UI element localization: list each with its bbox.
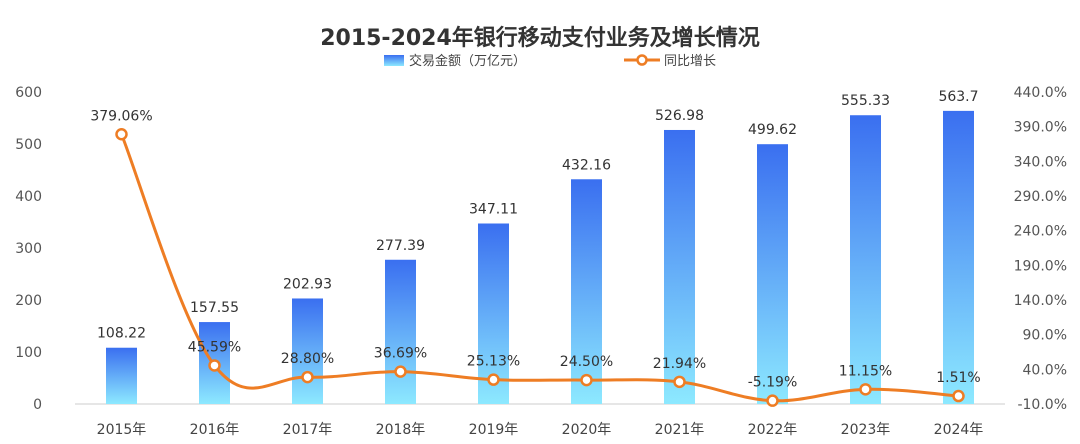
line-value-label: 1.51%: [936, 370, 980, 386]
y-right-tick-label: 140.0%: [1014, 293, 1067, 309]
bar: [664, 129, 695, 404]
legend-bar-label: 交易金额（万亿元）: [409, 53, 526, 69]
bar-series: [106, 110, 974, 405]
bar: [106, 347, 137, 404]
y-axis-right: -10.0% 40.0% 90.0% 140.0% 190.0% 240.0% 290.0%…: [1014, 85, 1067, 413]
x-tick-label: 2020年: [562, 422, 612, 438]
chart-title: 2015-2024年银行移动支付业务及增长情况: [320, 25, 760, 51]
line-point: [952, 389, 965, 403]
line-point: [394, 365, 407, 378]
bar-value-label: 432.16: [562, 157, 611, 173]
line-data-labels: 379.06% 45.59% 28.80% 36.69% 25.13% 24.50% 21.…: [90, 108, 980, 390]
y-right-tick-label: 340.0%: [1014, 154, 1067, 170]
line-point: [859, 383, 872, 396]
legend: 交易金额（万亿元） 同比增长: [384, 53, 716, 69]
bar-value-label: 108.22: [97, 326, 146, 342]
bar: [292, 298, 323, 404]
bar: [757, 144, 788, 404]
y-left-tick-label: 200: [15, 293, 42, 309]
growth-line: [120, 133, 959, 403]
line-value-label: 36.69%: [374, 346, 427, 362]
bar-value-label: 499.62: [748, 122, 797, 138]
bar-value-label: 526.98: [655, 108, 704, 124]
line-value-label: 24.50%: [560, 354, 613, 370]
bar-value-label: 277.39: [376, 238, 425, 254]
line-value-label: 11.15%: [839, 363, 892, 379]
bar-value-label: 157.55: [190, 300, 239, 316]
y-right-tick-label: 440.0%: [1014, 85, 1067, 101]
y-left-tick-label: 100: [15, 345, 42, 361]
x-axis: 2015年 2016年 2017年 2018年 2019年 2020年 2021年 2022年…: [97, 422, 984, 438]
y-right-tick-label: 290.0%: [1014, 189, 1067, 205]
y-axis-left: 0 100 200 300 400 500 600: [15, 85, 42, 413]
bar-value-label: 347.11: [469, 202, 518, 218]
line-points: [115, 128, 965, 407]
y-left-tick-label: 300: [15, 241, 42, 257]
legend-line-label: 同比增长: [664, 54, 716, 69]
bar-value-label: 563.7: [938, 89, 978, 105]
x-tick-label: 2023年: [841, 422, 891, 438]
x-tick-label: 2017年: [283, 422, 333, 438]
y-right-tick-label: 90.0%: [1023, 328, 1067, 344]
x-tick-label: 2024年: [934, 422, 984, 438]
y-right-tick-label: 390.0%: [1014, 120, 1067, 136]
x-tick-label: 2019年: [469, 422, 519, 438]
bar-value-label: 555.33: [841, 93, 890, 109]
line-point: [580, 373, 593, 387]
line-value-label: 379.06%: [90, 108, 152, 124]
bar-value-label: 202.93: [283, 276, 332, 292]
line-point: [766, 394, 779, 407]
y-left-tick-label: 600: [15, 85, 42, 101]
y-right-tick-label: 190.0%: [1014, 258, 1067, 274]
bar: [943, 110, 974, 404]
line-point: [673, 375, 686, 389]
y-left-tick-label: 0: [33, 397, 42, 413]
y-left-tick-label: 500: [15, 137, 42, 153]
line-value-label: -5.19%: [748, 375, 798, 391]
x-tick-label: 2016年: [190, 422, 240, 438]
bar: [571, 179, 602, 404]
x-tick-label: 2021年: [655, 422, 705, 438]
line-value-label: 21.94%: [653, 356, 706, 372]
x-tick-label: 2022年: [748, 422, 798, 438]
line-value-label: 25.13%: [467, 354, 520, 370]
line-value-label: 45.59%: [188, 339, 241, 355]
line-point: [487, 373, 500, 386]
line-point: [301, 370, 314, 384]
y-right-tick-label: 240.0%: [1014, 224, 1067, 240]
x-tick-label: 2018年: [376, 422, 426, 438]
line-value-label: 28.80%: [281, 351, 334, 367]
y-right-tick-label: -10.0%: [1017, 397, 1067, 413]
legend-bar-swatch: [384, 55, 404, 66]
line-point: [208, 359, 221, 372]
y-left-tick-label: 400: [15, 189, 42, 205]
legend-line-marker: [636, 54, 648, 66]
y-right-tick-label: 40.0%: [1023, 362, 1067, 378]
line-point: [115, 128, 128, 141]
bar: [385, 259, 416, 404]
bar-data-labels: 108.22 157.55 202.93 277.39 347.11 432.16 526.…: [97, 89, 979, 342]
bar: [850, 115, 881, 405]
x-tick-label: 2015年: [97, 422, 147, 438]
